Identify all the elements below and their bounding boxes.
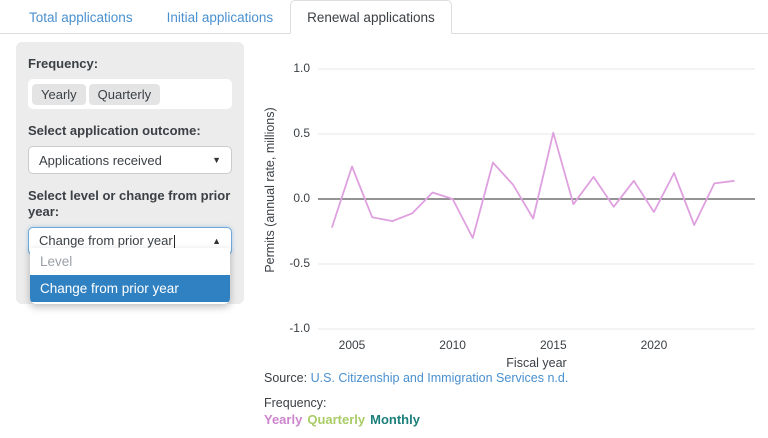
source-line: Source: U.S. Citizenship and Immigration… — [264, 371, 568, 385]
frequency-label: Frequency: — [28, 56, 99, 71]
option-change-from-prior-year[interactable]: Change from prior year — [30, 275, 230, 302]
x-axis-title: Fiscal year — [506, 356, 567, 370]
y-tick-label: 1.0 — [293, 61, 310, 75]
tab-initial-applications[interactable]: Initial applications — [166, 10, 274, 25]
footer-frequency-label: Frequency: — [264, 396, 327, 410]
tab-total-applications[interactable]: Total applications — [29, 10, 133, 25]
y-tick-label: -0.5 — [289, 256, 310, 270]
y-tick-label: 0.5 — [293, 126, 310, 140]
legend-quarterly: Quarterly — [307, 412, 366, 427]
frequency-option-yearly[interactable]: Yearly — [32, 83, 86, 105]
frequency-option-quarterly[interactable]: Quarterly — [88, 83, 161, 105]
source-link[interactable]: U.S. Citizenship and Immigration Service… — [310, 371, 569, 385]
x-tick-label: 2020 — [640, 338, 668, 352]
tab-renewal-applications[interactable]: Renewal applications — [290, 0, 452, 34]
level-combobox-value: Change from prior year — [39, 233, 206, 249]
legend-yearly: Yearly — [264, 412, 303, 427]
chevron-up-icon: ▲ — [212, 236, 221, 246]
y-tick-label: 0.0 — [293, 191, 310, 205]
series-line-yearly — [331, 131, 735, 239]
level-label: Select level or change from prior year: — [28, 188, 231, 219]
x-tick-label: 2005 — [338, 338, 366, 352]
text-cursor — [173, 234, 176, 249]
frequency-legend: Yearly Quarterly Monthly — [264, 412, 425, 427]
sidebar-panel: Frequency: Yearly Quarterly Select appli… — [16, 42, 244, 304]
legend-monthly: Monthly — [370, 412, 420, 427]
outcome-select[interactable]: Applications received ▼ — [28, 146, 232, 174]
outcome-label: Select application outcome: — [28, 123, 201, 138]
outcome-select-value: Applications received — [39, 152, 162, 168]
y-axis-title: Permits (annual rate, millions) — [263, 107, 277, 273]
frequency-toggle-group: Yearly Quarterly — [28, 79, 232, 109]
x-tick-label: 2010 — [439, 338, 466, 352]
chevron-down-icon: ▼ — [212, 155, 221, 165]
tab-bar: Total applications Initial applications … — [0, 0, 768, 34]
x-tick-label: 2015 — [539, 338, 567, 352]
y-tick-label: -1.0 — [289, 321, 310, 335]
option-level[interactable]: Level — [40, 254, 73, 269]
level-dropdown-menu: Level Change from prior year — [30, 248, 230, 304]
source-prefix: Source: — [264, 371, 311, 385]
